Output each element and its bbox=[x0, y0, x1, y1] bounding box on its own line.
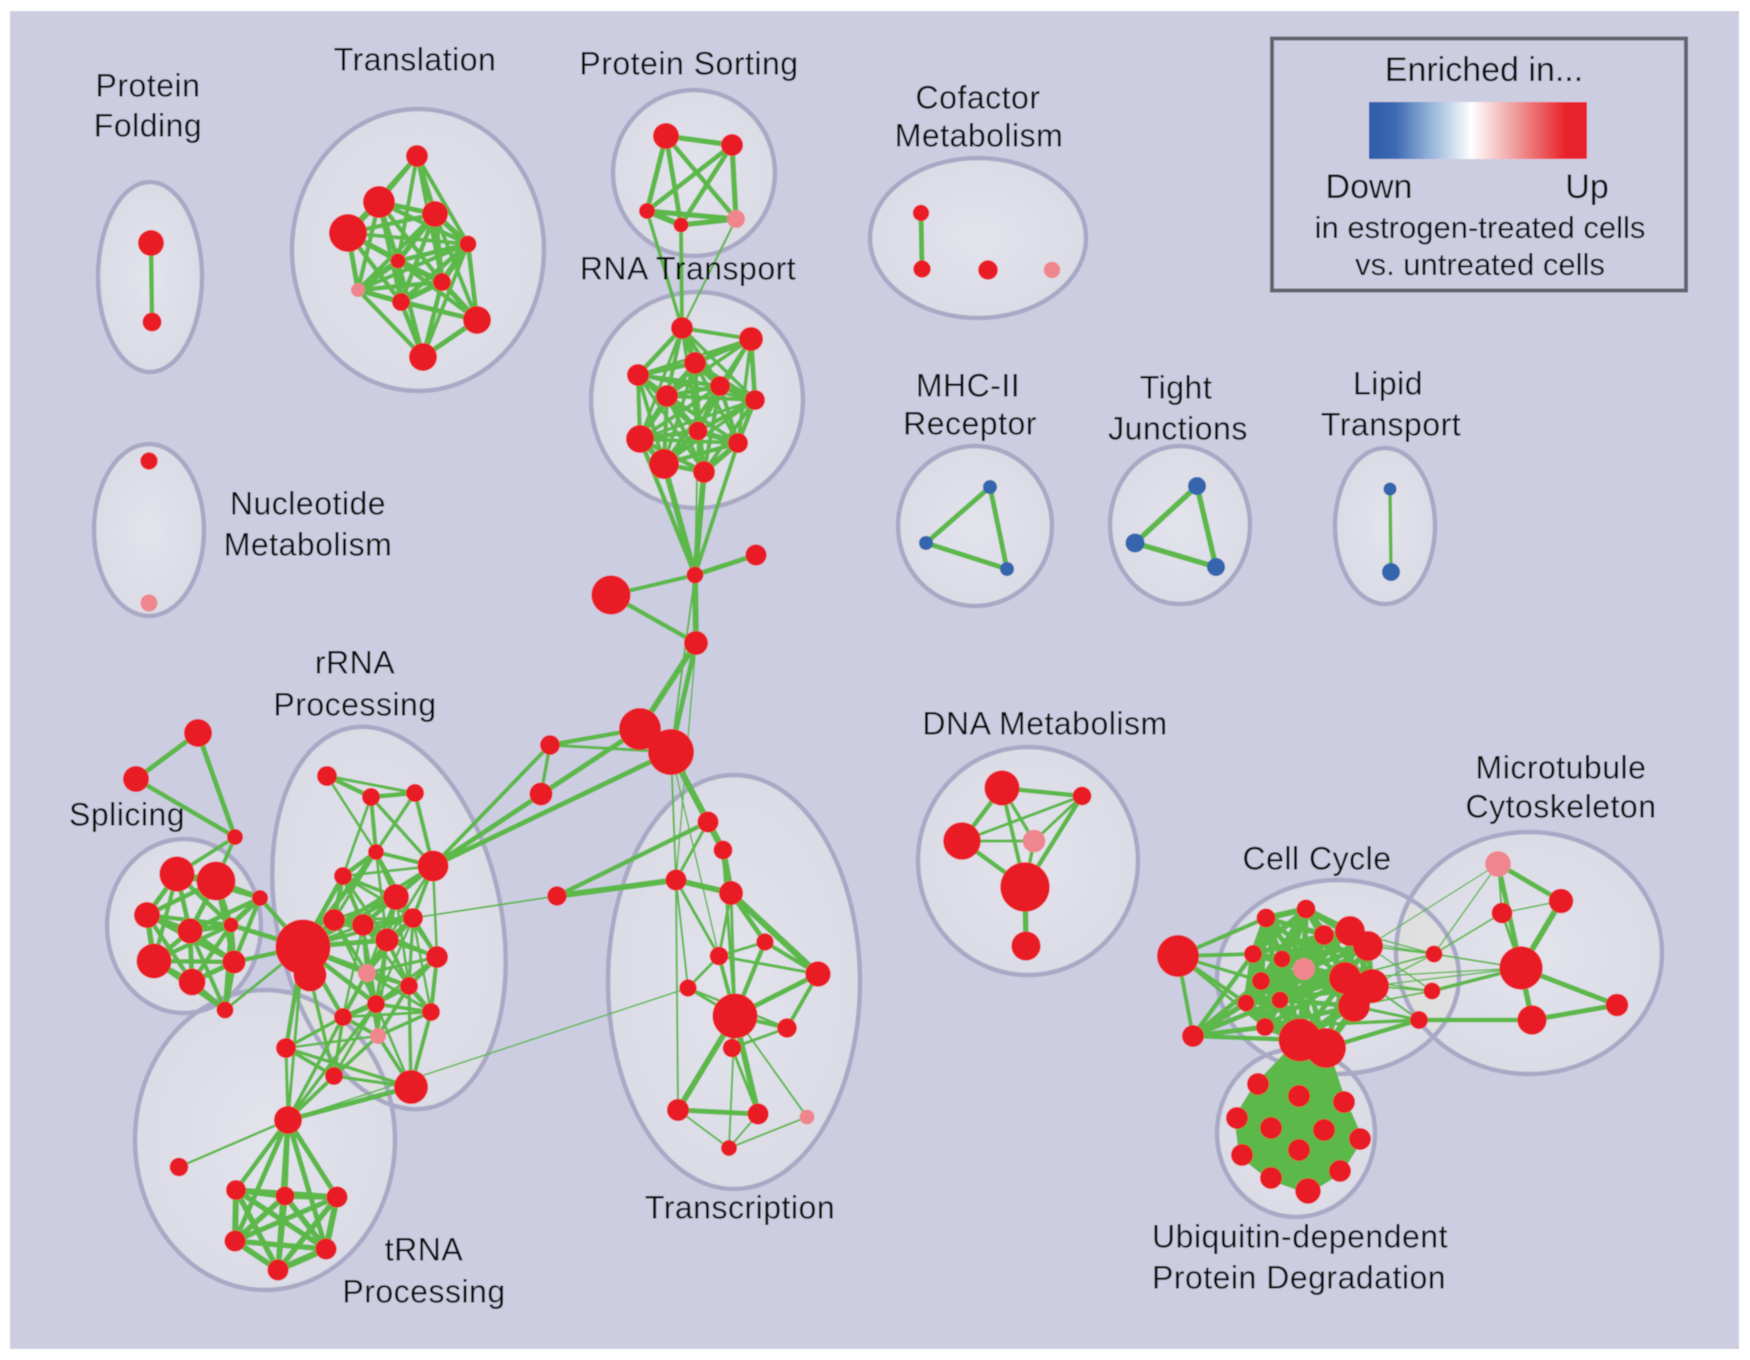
svg-text:rRNA: rRNA bbox=[315, 644, 395, 680]
svg-text:Processing: Processing bbox=[273, 686, 436, 722]
svg-text:Enriched in...: Enriched in... bbox=[1385, 51, 1583, 89]
svg-text:Nucleotide: Nucleotide bbox=[230, 485, 386, 521]
svg-text:Metabolism: Metabolism bbox=[224, 526, 393, 562]
svg-text:MHC-II: MHC-II bbox=[916, 367, 1020, 403]
svg-text:Cofactor: Cofactor bbox=[916, 79, 1041, 115]
svg-text:Ubiquitin-dependent: Ubiquitin-dependent bbox=[1152, 1218, 1448, 1254]
svg-text:Protein Sorting: Protein Sorting bbox=[579, 45, 798, 81]
svg-text:Microtubule: Microtubule bbox=[1476, 749, 1647, 785]
svg-text:Metabolism: Metabolism bbox=[895, 117, 1064, 153]
svg-text:Receptor: Receptor bbox=[903, 405, 1037, 441]
svg-text:Lipid: Lipid bbox=[1353, 365, 1423, 401]
svg-text:Protein Degradation: Protein Degradation bbox=[1152, 1259, 1446, 1295]
svg-text:Transport: Transport bbox=[1321, 406, 1461, 442]
svg-text:Cell Cycle: Cell Cycle bbox=[1242, 840, 1391, 876]
svg-text:Junctions: Junctions bbox=[1108, 410, 1248, 446]
svg-text:Processing: Processing bbox=[342, 1273, 505, 1309]
svg-text:vs. untreated cells: vs. untreated cells bbox=[1355, 247, 1605, 282]
svg-text:Protein: Protein bbox=[96, 67, 201, 103]
svg-text:Tight: Tight bbox=[1140, 369, 1212, 405]
svg-text:Transcription: Transcription bbox=[645, 1189, 835, 1225]
svg-text:tRNA: tRNA bbox=[385, 1231, 464, 1267]
svg-text:Cytoskeleton: Cytoskeleton bbox=[1466, 788, 1657, 824]
svg-text:Translation: Translation bbox=[334, 41, 497, 77]
svg-text:RNA Transport: RNA Transport bbox=[580, 250, 796, 286]
svg-text:DNA Metabolism: DNA Metabolism bbox=[922, 705, 1167, 741]
svg-text:Folding: Folding bbox=[94, 107, 202, 143]
svg-text:Splicing: Splicing bbox=[69, 796, 185, 832]
svg-text:Up: Up bbox=[1565, 168, 1608, 206]
svg-text:in estrogen-treated cells: in estrogen-treated cells bbox=[1315, 210, 1646, 245]
svg-text:Down: Down bbox=[1326, 168, 1413, 206]
